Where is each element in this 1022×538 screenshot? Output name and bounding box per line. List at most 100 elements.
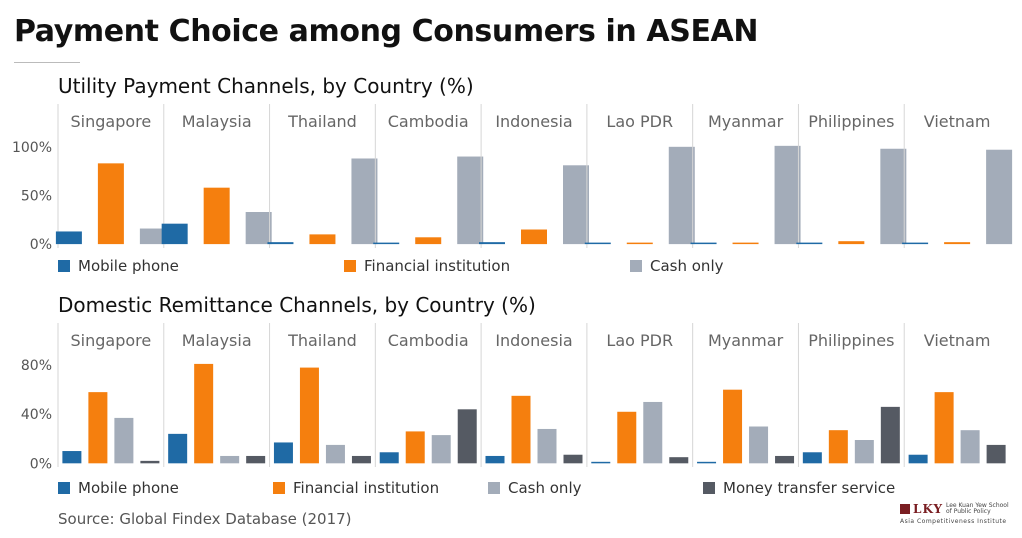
chart-1-country-label-vietnam: Vietnam	[924, 331, 991, 350]
chart-0-bar-cambodia-mobile-phone	[373, 242, 400, 245]
chart-0-bar-myanmar-cash-only	[774, 145, 801, 245]
chart-1-country-label-cambodia: Cambodia	[388, 331, 469, 350]
chart-0-bar-thailand-cash-only	[351, 158, 378, 245]
chart-1-country-label-lao-pdr: Lao PDR	[606, 331, 673, 350]
legend-label: Financial institution	[364, 257, 511, 275]
chart-1-bar-myanmar-mobile-phone	[697, 461, 717, 464]
chart-0-bar-myanmar-mobile-phone	[690, 242, 717, 245]
chart-0-bar-malaysia-cash-only	[245, 212, 272, 245]
legend-swatch	[703, 482, 715, 494]
legend-swatch	[58, 260, 70, 272]
legend-item-mobile-phone: Mobile phone	[58, 257, 179, 275]
chart-1-country-label-malaysia: Malaysia	[182, 331, 252, 350]
chart-title: Payment Choice among Consumers in ASEAN	[14, 14, 759, 49]
chart-1-country-label-philippines: Philippines	[808, 331, 894, 350]
chart-1-bar-thailand-money-transfer-service	[351, 455, 371, 464]
chart-1-bar-singapore-money-transfer-service	[140, 460, 160, 464]
chart-0-bar-lao-pdr-financial-institution	[626, 242, 653, 245]
chart-0-bar-vietnam-mobile-phone	[902, 242, 929, 245]
chart-0-country-label-malaysia: Malaysia	[182, 112, 252, 131]
title-underline	[14, 62, 80, 63]
chart-0-country-label-lao-pdr: Lao PDR	[606, 112, 673, 131]
chart-0-y-tick-label: 0%	[30, 237, 52, 253]
chart-0-bar-singapore-financial-institution	[97, 163, 124, 245]
chart-0-bar-philippines-financial-institution	[838, 241, 865, 245]
chart-0-bar-malaysia-financial-institution	[203, 187, 230, 245]
chart-1-bar-philippines-mobile-phone	[802, 452, 822, 464]
chart-1-bar-philippines-financial-institution	[828, 430, 848, 464]
chart-1-bar-lao-pdr-money-transfer-service	[669, 457, 689, 464]
chart-0-bar-myanmar-financial-institution	[732, 242, 759, 245]
chart-0-country-label-singapore: Singapore	[71, 112, 152, 131]
chart-0-bar-indonesia-financial-institution	[521, 229, 547, 245]
chart-1-y-tick-label: 80%	[21, 358, 52, 374]
chart-1-bar-cambodia-mobile-phone	[379, 452, 399, 464]
chart-1-bar-thailand-cash-only	[325, 444, 345, 464]
lky-logo: LKY Lee Kuan Yew School of Public Policy…	[900, 502, 1018, 529]
legend-label: Cash only	[508, 479, 582, 497]
chart-1-bar-thailand-financial-institution	[299, 367, 319, 464]
chart-1-bar-thailand-mobile-phone	[273, 442, 293, 464]
chart-1-bar-lao-pdr-financial-institution	[617, 411, 637, 464]
chart-1-y-tick-label: 0%	[30, 456, 52, 472]
chart-0-bar-singapore-mobile-phone	[55, 231, 82, 245]
chart-1-bar-indonesia-mobile-phone	[485, 455, 505, 464]
chart-0-bar-vietnam-cash-only	[986, 149, 1013, 245]
chart-0-bar-malaysia-mobile-phone	[161, 223, 188, 245]
logo-mark: LKY	[913, 502, 944, 516]
chart-1-country-label-myanmar: Myanmar	[708, 331, 784, 350]
legend-item-financial-institution: Financial institution	[273, 479, 439, 497]
chart-0-bar-indonesia-mobile-phone	[479, 242, 505, 245]
legend-label: Cash only	[650, 257, 724, 275]
chart-0-bar-cambodia-cash-only	[457, 156, 484, 245]
chart-1-bar-vietnam-mobile-phone	[908, 454, 928, 464]
utility-legend: Mobile phone Financial institution Cash on…	[0, 257, 1022, 277]
chart-1-country-label-thailand: Thailand	[287, 331, 357, 350]
chart-1-country-label-indonesia: Indonesia	[495, 331, 572, 350]
chart-0-bar-thailand-financial-institution	[309, 234, 336, 245]
legend-swatch	[344, 260, 356, 272]
legend-label: Mobile phone	[78, 257, 179, 275]
chart-1-bar-cambodia-financial-institution	[405, 431, 425, 464]
chart-1-bar-myanmar-financial-institution	[723, 389, 743, 464]
utility-chart: 0% 50% 100% Singapore Malaysia Thailand Cambod…	[12, 104, 1013, 253]
chart-1-bar-philippines-cash-only	[854, 440, 874, 464]
legend-swatch	[58, 482, 70, 494]
chart-1-bar-lao-pdr-cash-only	[643, 401, 663, 464]
chart-1-bar-vietnam-money-transfer-service	[986, 444, 1006, 464]
logo-school-name: Lee Kuan Yew School of Public Policy	[946, 502, 1009, 515]
chart-1-bar-philippines-money-transfer-service	[880, 406, 900, 464]
chart-1-bar-myanmar-money-transfer-service	[775, 455, 795, 464]
chart-1-country-label-singapore: Singapore	[71, 331, 152, 350]
legend-label: Mobile phone	[78, 479, 179, 497]
legend-item-cash-only: Cash only	[630, 257, 723, 275]
chart-1-bar-malaysia-financial-institution	[194, 363, 214, 464]
utility-chart-title: Utility Payment Channels, by Country (%)	[58, 74, 474, 98]
legend-swatch	[273, 482, 285, 494]
chart-1-bar-singapore-cash-only	[114, 417, 134, 464]
chart-0-bar-singapore-cash-only	[139, 228, 166, 245]
chart-0-country-label-thailand: Thailand	[287, 112, 357, 131]
legend-label: Money transfer service	[723, 479, 896, 497]
chart-1-bar-indonesia-financial-institution	[511, 395, 531, 464]
chart-1-bar-vietnam-financial-institution	[934, 392, 954, 464]
chart-1-bar-lao-pdr-mobile-phone	[591, 461, 611, 464]
chart-0-bar-vietnam-financial-institution	[944, 242, 971, 245]
chart-1-bar-myanmar-cash-only	[749, 426, 769, 464]
chart-1-bar-vietnam-cash-only	[960, 430, 980, 464]
chart-1-bar-singapore-financial-institution	[88, 392, 108, 464]
chart-0-country-label-philippines: Philippines	[808, 112, 894, 131]
chart-1-bar-cambodia-cash-only	[431, 435, 451, 464]
remittance-chart-title: Domestic Remittance Channels, by Country…	[58, 293, 536, 317]
chart-0-country-label-cambodia: Cambodia	[388, 112, 469, 131]
chart-1-bar-indonesia-cash-only	[537, 428, 557, 464]
chart-0-y-tick-label: 100%	[12, 140, 52, 156]
chart-0-bar-lao-pdr-cash-only	[668, 146, 695, 245]
remittance-chart: 0% 40% 80% Singapore Malaysia Thailand Cambodi…	[21, 323, 1006, 472]
legend-swatch	[488, 482, 500, 494]
chart-0-country-label-vietnam: Vietnam	[924, 112, 991, 131]
chart-0-bar-philippines-cash-only	[880, 148, 907, 245]
chart-0-bar-lao-pdr-mobile-phone	[584, 242, 611, 245]
legend-item-money-transfer-service: Money transfer service	[703, 479, 895, 497]
legend-label: Financial institution	[293, 479, 440, 497]
